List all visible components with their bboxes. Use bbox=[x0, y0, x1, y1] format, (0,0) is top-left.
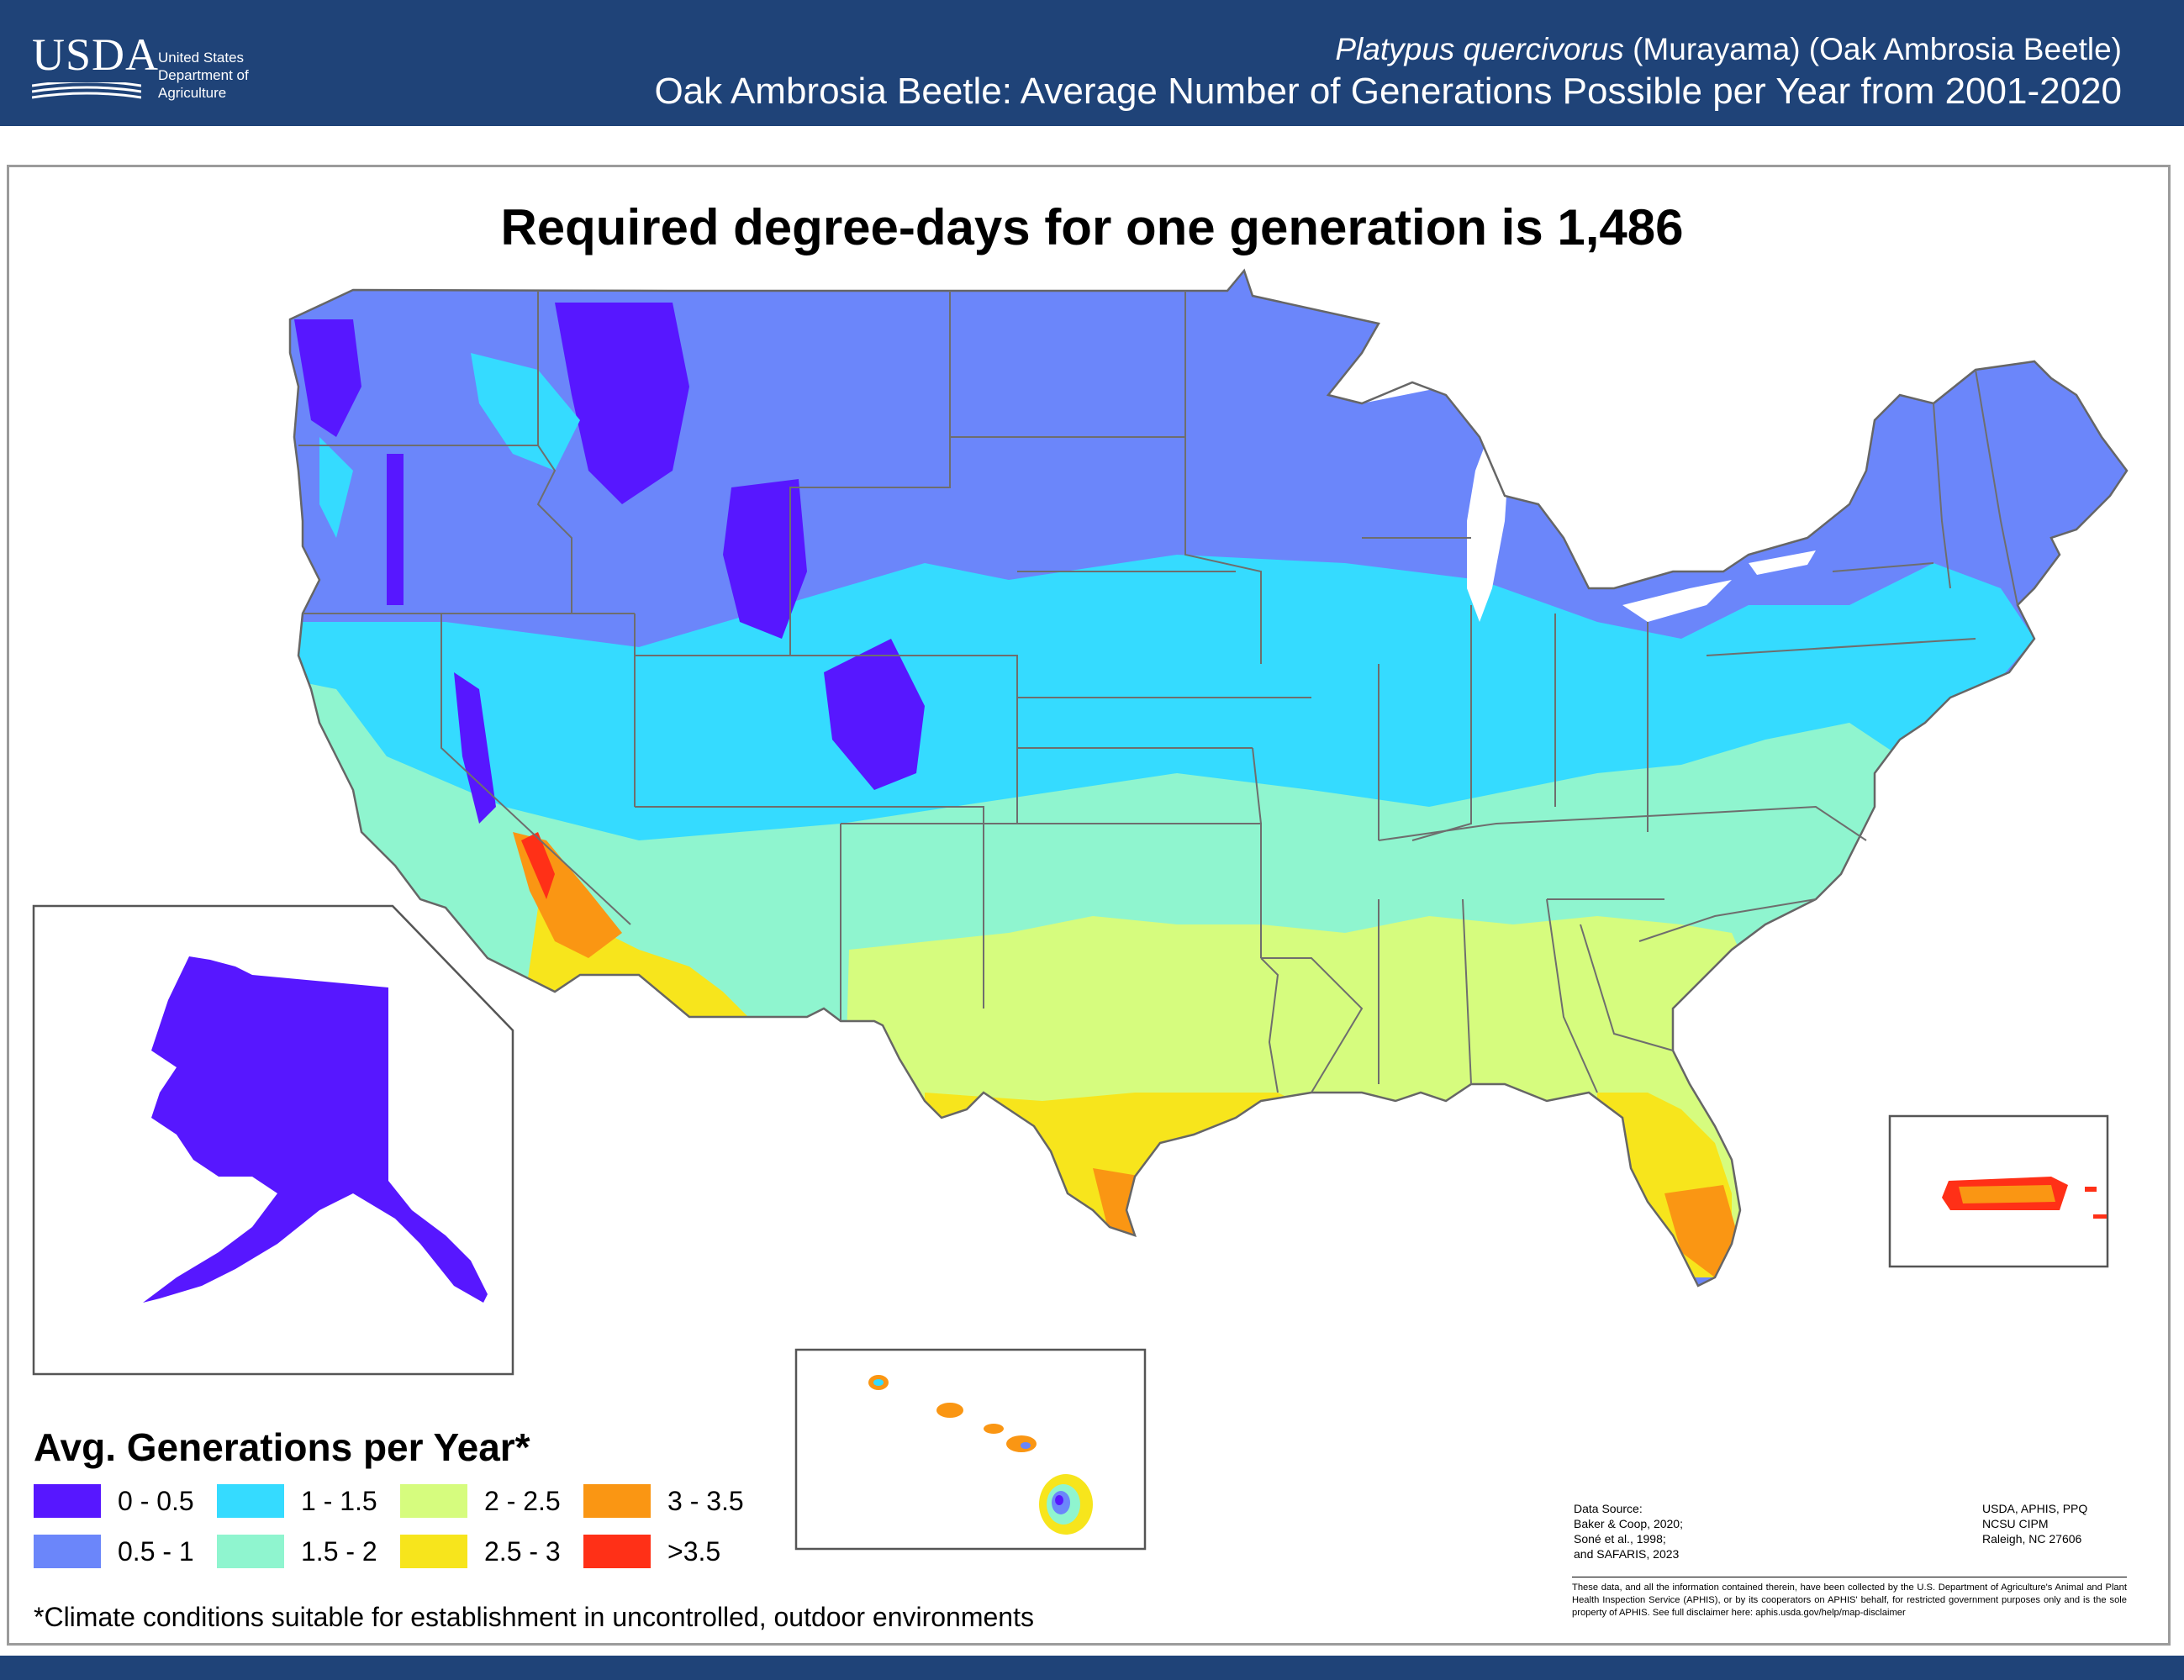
source-line: Soné et al., 1998; bbox=[1574, 1532, 1666, 1546]
legend-item: 1.5 - 2 bbox=[217, 1535, 402, 1568]
source-line: and SAFARIS, 2023 bbox=[1574, 1547, 1680, 1561]
logo-line: United States bbox=[158, 50, 245, 66]
header-bar: USDA United States Department of Agricul… bbox=[0, 0, 2184, 126]
legend-item: 3 - 3.5 bbox=[583, 1484, 768, 1518]
state-borders bbox=[298, 291, 2018, 1093]
legend-item: >3.5 bbox=[583, 1535, 768, 1568]
alaska-shape bbox=[143, 956, 488, 1303]
legend-swatch bbox=[34, 1535, 101, 1568]
legend-swatch bbox=[34, 1484, 101, 1518]
legend-label: 0 - 0.5 bbox=[118, 1486, 194, 1516]
legend-swatch bbox=[217, 1484, 284, 1518]
puerto-rico-island bbox=[1942, 1177, 2107, 1219]
species-common-name: (Murayama) (Oak Ambrosia Beetle) bbox=[1623, 32, 2122, 66]
page-title: Oak Ambrosia Beetle: Average Number of G… bbox=[654, 71, 2122, 112]
legend: 0 - 0.5 0.5 - 1 1 - 1.5 1.5 - 2 2 - 2.5 … bbox=[34, 1484, 790, 1585]
legend-item: 1 - 1.5 bbox=[217, 1484, 402, 1518]
legend-label: 2 - 2.5 bbox=[484, 1486, 561, 1516]
legend-swatch bbox=[400, 1484, 467, 1518]
map-title: Required degree-days for one generation … bbox=[500, 199, 1684, 255]
legend-label: 1.5 - 2 bbox=[301, 1536, 377, 1567]
hawaii-inset-frame bbox=[794, 1348, 1147, 1551]
source-line: Baker & Coop, 2020; bbox=[1574, 1517, 1683, 1530]
agency-credit: USDA, APHIS, PPQ NCSU CIPM Raleigh, NC 2… bbox=[1982, 1501, 2087, 1546]
conus-zones bbox=[290, 271, 2127, 1286]
legend-swatch bbox=[583, 1484, 651, 1518]
source-line: Data Source: bbox=[1574, 1502, 1643, 1515]
conus-outline bbox=[288, 268, 2129, 1288]
footnote: *Climate conditions suitable for establi… bbox=[34, 1602, 1034, 1632]
legend-swatch bbox=[217, 1535, 284, 1568]
legend-label: 0.5 - 1 bbox=[118, 1536, 194, 1567]
legend-label: 3 - 3.5 bbox=[667, 1486, 744, 1516]
usda-logo[interactable]: USDA United States Department of Agricul… bbox=[32, 32, 267, 108]
legend-item: 0.5 - 1 bbox=[34, 1535, 219, 1568]
legend-swatch bbox=[400, 1535, 467, 1568]
data-source: Data Source: Baker & Coop, 2020; Soné et… bbox=[1574, 1501, 1792, 1562]
map-frame bbox=[7, 165, 2171, 1646]
logo-line: Department of bbox=[158, 67, 249, 83]
hawaii-islands bbox=[868, 1375, 1093, 1535]
species-subtitle: Platypus quercivorus (Murayama) (Oak Amb… bbox=[1335, 32, 2122, 67]
logo-line: Agriculture bbox=[158, 85, 227, 101]
logo-agency-name: United States Department of Agriculture bbox=[158, 49, 249, 102]
logo-swoosh-icon bbox=[32, 82, 141, 99]
agency-line: NCSU CIPM bbox=[1982, 1517, 2049, 1530]
legend-label: 1 - 1.5 bbox=[301, 1486, 377, 1516]
legend-item: 0 - 0.5 bbox=[34, 1484, 219, 1518]
species-name: Platypus quercivorus bbox=[1335, 32, 1624, 66]
legend-swatch bbox=[583, 1535, 651, 1568]
legend-item: 2 - 2.5 bbox=[400, 1484, 585, 1518]
legend-item: 2.5 - 3 bbox=[400, 1535, 585, 1568]
agency-line: USDA, APHIS, PPQ bbox=[1982, 1502, 2088, 1515]
footer-bar bbox=[0, 1656, 2184, 1680]
legend-label: >3.5 bbox=[667, 1536, 721, 1567]
legend-label: 2.5 - 3 bbox=[484, 1536, 561, 1567]
logo-wordmark: USDA bbox=[32, 29, 160, 80]
disclaimer: These data, and all the information cont… bbox=[1572, 1583, 2127, 1618]
legend-title: Avg. Generations per Year* bbox=[34, 1425, 530, 1469]
agency-line: Raleigh, NC 27606 bbox=[1982, 1532, 2082, 1546]
